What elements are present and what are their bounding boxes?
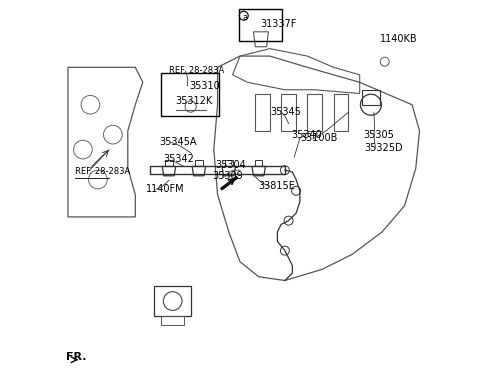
Bar [255, 160, 263, 166]
Text: 35305: 35305 [363, 130, 394, 140]
Text: 35345A: 35345A [159, 137, 196, 147]
Text: 35304: 35304 [216, 160, 246, 169]
Bar [161, 316, 184, 325]
Text: 33100B: 33100B [300, 134, 337, 143]
Text: 33815E: 33815E [258, 181, 295, 191]
Text: 35340: 35340 [292, 130, 323, 140]
Text: REF. 28-283A: REF. 28-283A [75, 167, 130, 176]
Text: 35309: 35309 [212, 171, 243, 181]
Text: 35310: 35310 [190, 81, 220, 91]
Text: 35325D: 35325D [364, 143, 403, 153]
Text: 31337F: 31337F [261, 19, 297, 29]
Bar [154, 286, 192, 316]
Text: REF. 28-283A: REF. 28-283A [169, 66, 224, 75]
Bar [165, 160, 173, 166]
Bar [239, 9, 282, 41]
Text: a: a [243, 13, 248, 22]
Bar [195, 160, 203, 166]
Text: 1140KB: 1140KB [380, 34, 418, 44]
Text: 35345: 35345 [270, 107, 301, 117]
Bar [225, 160, 232, 166]
Bar [361, 90, 380, 105]
Text: FR.: FR. [66, 352, 86, 362]
Text: 35312K: 35312K [176, 96, 213, 106]
Text: 1140FM: 1140FM [146, 184, 184, 194]
Text: 35342: 35342 [163, 154, 194, 164]
Bar [161, 73, 219, 116]
